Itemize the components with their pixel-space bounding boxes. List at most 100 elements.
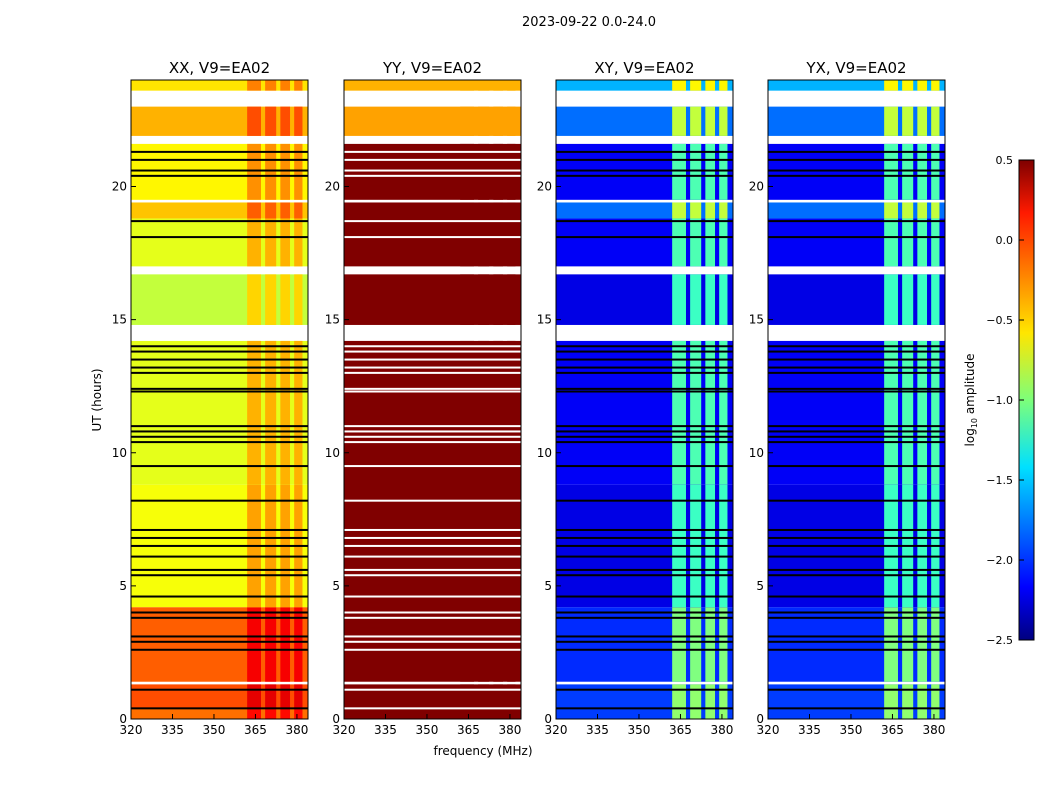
flagged-line bbox=[556, 568, 733, 571]
flagged-line bbox=[768, 371, 945, 374]
rfi-channel-cell bbox=[247, 684, 261, 709]
flagged-line bbox=[768, 555, 945, 558]
heatmap-segment bbox=[556, 218, 733, 267]
flagged-line bbox=[768, 435, 945, 438]
rfi-channel-cell bbox=[294, 274, 303, 325]
flagged-line bbox=[344, 648, 521, 651]
flagged-line bbox=[556, 366, 733, 369]
x-tick-label: 320 bbox=[545, 723, 568, 737]
flagged-line bbox=[768, 358, 945, 361]
rfi-channel-cell bbox=[265, 684, 277, 709]
flagged-line bbox=[768, 390, 945, 393]
flagged-line bbox=[768, 536, 945, 539]
x-tick-label: 320 bbox=[333, 723, 356, 737]
flagged-line bbox=[556, 536, 733, 539]
flagged-line bbox=[131, 150, 308, 153]
rfi-channel-cell bbox=[690, 106, 702, 136]
flagged-line bbox=[768, 366, 945, 369]
y-tick-label: 10 bbox=[537, 446, 552, 460]
rfi-channel-cell bbox=[247, 202, 261, 219]
rfi-channel-cell bbox=[247, 708, 261, 719]
rfi-channel-cell bbox=[280, 340, 291, 485]
flagged-line bbox=[344, 528, 521, 531]
flagged-line bbox=[344, 555, 521, 558]
heatmap-segment bbox=[768, 143, 945, 200]
rfi-channel-cell bbox=[507, 340, 516, 682]
heatmap-segment bbox=[556, 340, 733, 485]
heatmap-segment bbox=[768, 218, 945, 267]
flagged-line bbox=[344, 390, 521, 393]
rfi-channel-cell bbox=[884, 274, 898, 325]
rfi-channel-cell bbox=[884, 340, 898, 485]
flagged-line bbox=[768, 544, 945, 547]
rfi-channel-cell bbox=[884, 684, 898, 719]
flagged-line bbox=[556, 688, 733, 691]
flagged-line bbox=[131, 688, 308, 691]
rfi-channel-cell bbox=[902, 274, 914, 325]
flagged-line bbox=[556, 648, 733, 651]
flagged-line bbox=[131, 169, 308, 172]
y-tick-label: 0 bbox=[332, 712, 340, 726]
rfi-channel-cell bbox=[478, 80, 490, 91]
rfi-channel-cell bbox=[460, 202, 474, 267]
flagged-line bbox=[344, 465, 521, 468]
flagged-line bbox=[131, 174, 308, 177]
flagged-line bbox=[768, 430, 945, 433]
rfi-channel-cell bbox=[902, 218, 914, 267]
flagged-line bbox=[768, 425, 945, 428]
rfi-channel-cell bbox=[460, 684, 474, 719]
rfi-channel-cell bbox=[931, 202, 940, 219]
flagged-line bbox=[344, 236, 521, 239]
flagged-line bbox=[344, 536, 521, 539]
flagged-line bbox=[344, 611, 521, 614]
x-tick-label: 335 bbox=[161, 723, 184, 737]
flagged-line bbox=[344, 345, 521, 348]
x-tick-label: 350 bbox=[840, 723, 863, 737]
rfi-channel-cell bbox=[507, 106, 516, 136]
flagged-line bbox=[131, 371, 308, 374]
rfi-channel-cell bbox=[719, 684, 728, 719]
rfi-channel-cell bbox=[507, 684, 516, 719]
y-tick-label: 5 bbox=[119, 579, 127, 593]
rfi-channel-cell bbox=[265, 708, 277, 719]
rfi-channel-cell bbox=[690, 80, 702, 91]
rfi-channel-cell bbox=[719, 106, 728, 136]
x-tick-label: 350 bbox=[203, 723, 226, 737]
flagged-line bbox=[131, 465, 308, 468]
y-tick-label: 0 bbox=[119, 712, 127, 726]
rfi-channel-cell bbox=[265, 218, 277, 267]
x-tick-label: 365 bbox=[244, 723, 267, 737]
flagged-line bbox=[344, 430, 521, 433]
flagged-line bbox=[344, 574, 521, 577]
panel-title: YY, V9=EA02 bbox=[382, 59, 482, 77]
y-tick-label: 20 bbox=[537, 180, 552, 194]
flagged-line bbox=[131, 358, 308, 361]
flagged-line bbox=[131, 544, 308, 547]
rfi-channel-cell bbox=[672, 143, 686, 200]
rfi-channel-cell bbox=[719, 607, 728, 682]
flagged-line bbox=[131, 345, 308, 348]
rfi-channel-cell bbox=[690, 218, 702, 267]
rfi-channel-cell bbox=[917, 218, 928, 267]
rfi-channel-cell bbox=[493, 340, 504, 682]
flagged-line bbox=[556, 150, 733, 153]
heatmap-segment bbox=[131, 106, 308, 136]
y-tick-label: 20 bbox=[112, 180, 127, 194]
rfi-channel-cell bbox=[294, 340, 303, 485]
flagged-line bbox=[344, 499, 521, 502]
rfi-channel-cell bbox=[705, 684, 716, 719]
x-tick-label: 380 bbox=[922, 723, 945, 737]
panel-title: YX, V9=EA02 bbox=[805, 59, 906, 77]
heatmap-segment bbox=[768, 106, 945, 136]
heatmap-segment bbox=[344, 340, 521, 682]
rfi-channel-cell bbox=[265, 143, 277, 200]
flagged-line bbox=[131, 499, 308, 502]
flagged-line bbox=[344, 544, 521, 547]
rfi-channel-cell bbox=[931, 607, 940, 682]
flagged-line bbox=[768, 528, 945, 531]
rfi-channel-cell bbox=[917, 607, 928, 682]
colorbar-label-sub: 10 bbox=[970, 418, 979, 428]
flagged-line bbox=[131, 220, 308, 223]
rfi-channel-cell bbox=[265, 607, 277, 682]
rfi-channel-cell bbox=[265, 80, 277, 91]
